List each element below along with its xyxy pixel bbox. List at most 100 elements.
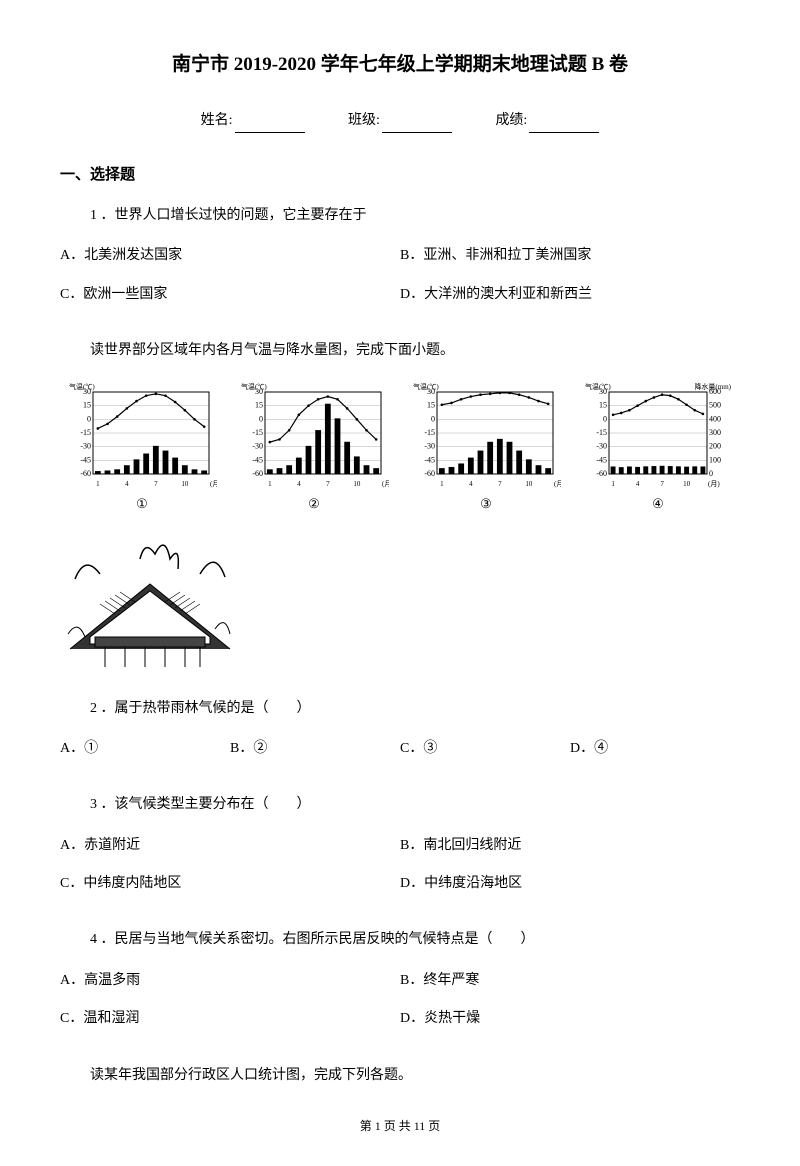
svg-text:-45: -45	[80, 456, 91, 465]
svg-text:7: 7	[326, 480, 330, 488]
svg-text:(月): (月)	[554, 480, 561, 488]
q3-opt-b: B．南北回归线附近	[400, 835, 740, 857]
svg-text:(月): (月)	[382, 480, 389, 488]
svg-text:气温(℃): 气温(℃)	[69, 382, 95, 391]
q4-opt-c: C．温和湿润	[60, 1008, 400, 1030]
svg-text:-15: -15	[424, 428, 435, 437]
svg-text:300: 300	[709, 428, 721, 437]
stilt-house-image	[60, 529, 740, 677]
chart-label-4: ④	[576, 494, 740, 515]
score-label: 成绩:	[495, 113, 527, 128]
q4-opt-a: A．高温多雨	[60, 970, 400, 992]
section-1-header: 一、选择题	[60, 163, 740, 187]
q4-opt-b: B．终年严寒	[400, 970, 740, 992]
svg-text:400: 400	[709, 415, 721, 424]
svg-text:7: 7	[154, 480, 158, 488]
svg-text:500: 500	[709, 401, 721, 410]
svg-text:1: 1	[96, 480, 100, 488]
svg-text:-15: -15	[252, 428, 263, 437]
q3-opt-d: D．中纬度沿海地区	[400, 873, 740, 895]
svg-text:200: 200	[709, 442, 721, 451]
svg-text:1: 1	[440, 480, 444, 488]
instruction-2: 读某年我国部分行政区人口统计图，完成下列各题。	[90, 1065, 740, 1087]
svg-text:(月): (月)	[210, 480, 217, 488]
svg-text:15: 15	[427, 401, 435, 410]
score-blank	[529, 132, 599, 133]
q2-options: A．① B．② C．③ D．④	[60, 738, 740, 776]
question-1: 1 ．世界人口增长过快的问题，它主要存在于	[90, 205, 740, 227]
question-2: 2 ．属于热带雨林气候的是（ ）	[90, 698, 740, 720]
svg-text:7: 7	[498, 480, 502, 488]
svg-text:4: 4	[297, 480, 301, 488]
q1-options: A．北美洲发达国家 B．亚洲、非洲和拉丁美洲国家 C．欧洲一些国家 D．大洋洲的…	[60, 245, 740, 322]
svg-text:15: 15	[83, 401, 91, 410]
chart-label-1: ①	[60, 494, 224, 515]
svg-text:15: 15	[599, 401, 607, 410]
svg-text:-30: -30	[424, 442, 435, 451]
svg-text:0: 0	[431, 415, 435, 424]
q4-opt-d: D．炎热干燥	[400, 1008, 740, 1030]
q1-opt-b: B．亚洲、非洲和拉丁美洲国家	[400, 245, 740, 267]
q2-opt-a: A．①	[60, 738, 230, 760]
chart-label-3: ③	[404, 494, 568, 515]
svg-text:-60: -60	[252, 469, 263, 478]
q4-options: A．高温多雨 B．终年严寒 C．温和湿润 D．炎热干燥	[60, 970, 740, 1047]
svg-text:-60: -60	[424, 469, 435, 478]
svg-text:气温(℃): 气温(℃)	[241, 382, 267, 391]
svg-text:-45: -45	[596, 456, 607, 465]
svg-text:-60: -60	[596, 469, 607, 478]
svg-text:15: 15	[255, 401, 263, 410]
chart-label-2: ②	[232, 494, 396, 515]
svg-text:-15: -15	[596, 428, 607, 437]
question-3: 3 ．该气候类型主要分布在（ ）	[90, 794, 740, 816]
svg-text:-30: -30	[596, 442, 607, 451]
svg-text:(月): (月)	[708, 480, 720, 488]
svg-text:-60: -60	[80, 469, 91, 478]
climate-chart-4: 30150-15-30-45-60气温(℃)降水量(mm)60050040030…	[576, 380, 740, 515]
climate-chart-2: 30150-15-30-45-60气温(℃)14710(月)②	[232, 380, 396, 515]
svg-text:1: 1	[268, 480, 272, 488]
svg-text:气温(℃): 气温(℃)	[413, 382, 439, 391]
q2-opt-b: B．②	[230, 738, 400, 760]
climate-chart-1: 30150-15-30-45-60气温(℃)14710(月)①	[60, 380, 224, 515]
class-label: 班级:	[348, 113, 380, 128]
svg-text:-15: -15	[80, 428, 91, 437]
svg-text:-30: -30	[80, 442, 91, 451]
class-blank	[382, 132, 452, 133]
climate-charts: 30150-15-30-45-60气温(℃)14710(月)①30150-15-…	[60, 380, 740, 515]
svg-text:600: 600	[709, 387, 721, 396]
name-label: 姓名:	[201, 113, 233, 128]
q1-opt-a: A．北美洲发达国家	[60, 245, 400, 267]
exam-title: 南宁市 2019-2020 学年七年级上学期期末地理试题 B 卷	[60, 50, 740, 80]
q3-opt-a: A．赤道附近	[60, 835, 400, 857]
q3-options: A．赤道附近 B．南北回归线附近 C．中纬度内陆地区 D．中纬度沿海地区	[60, 835, 740, 912]
svg-text:气温(℃): 气温(℃)	[585, 382, 611, 391]
name-blank	[235, 132, 305, 133]
svg-text:4: 4	[125, 480, 129, 488]
q1-opt-c: C．欧洲一些国家	[60, 284, 400, 306]
q2-opt-d: D．④	[570, 738, 740, 760]
q3-opt-c: C．中纬度内陆地区	[60, 873, 400, 895]
svg-text:0: 0	[709, 469, 713, 478]
svg-text:100: 100	[709, 456, 721, 465]
q1-opt-d: D．大洋洲的澳大利亚和新西兰	[400, 284, 740, 306]
svg-text:0: 0	[603, 415, 607, 424]
page-footer: 第 1 页 共 11 页	[60, 1117, 740, 1136]
svg-text:-30: -30	[252, 442, 263, 451]
svg-text:4: 4	[469, 480, 473, 488]
svg-text:10: 10	[525, 480, 533, 488]
svg-text:7: 7	[660, 480, 664, 488]
svg-text:1: 1	[611, 480, 615, 488]
svg-text:0: 0	[259, 415, 263, 424]
svg-text:4: 4	[636, 480, 640, 488]
svg-text:0: 0	[87, 415, 91, 424]
svg-text:10: 10	[181, 480, 189, 488]
svg-text:-45: -45	[252, 456, 263, 465]
student-info: 姓名: 班级: 成绩:	[60, 110, 740, 132]
climate-chart-3: 30150-15-30-45-60气温(℃)14710(月)③	[404, 380, 568, 515]
svg-text:-45: -45	[424, 456, 435, 465]
q2-opt-c: C．③	[400, 738, 570, 760]
svg-text:10: 10	[683, 480, 691, 488]
instruction-1: 读世界部分区域年内各月气温与降水量图，完成下面小题。	[90, 340, 740, 362]
svg-text:10: 10	[353, 480, 361, 488]
